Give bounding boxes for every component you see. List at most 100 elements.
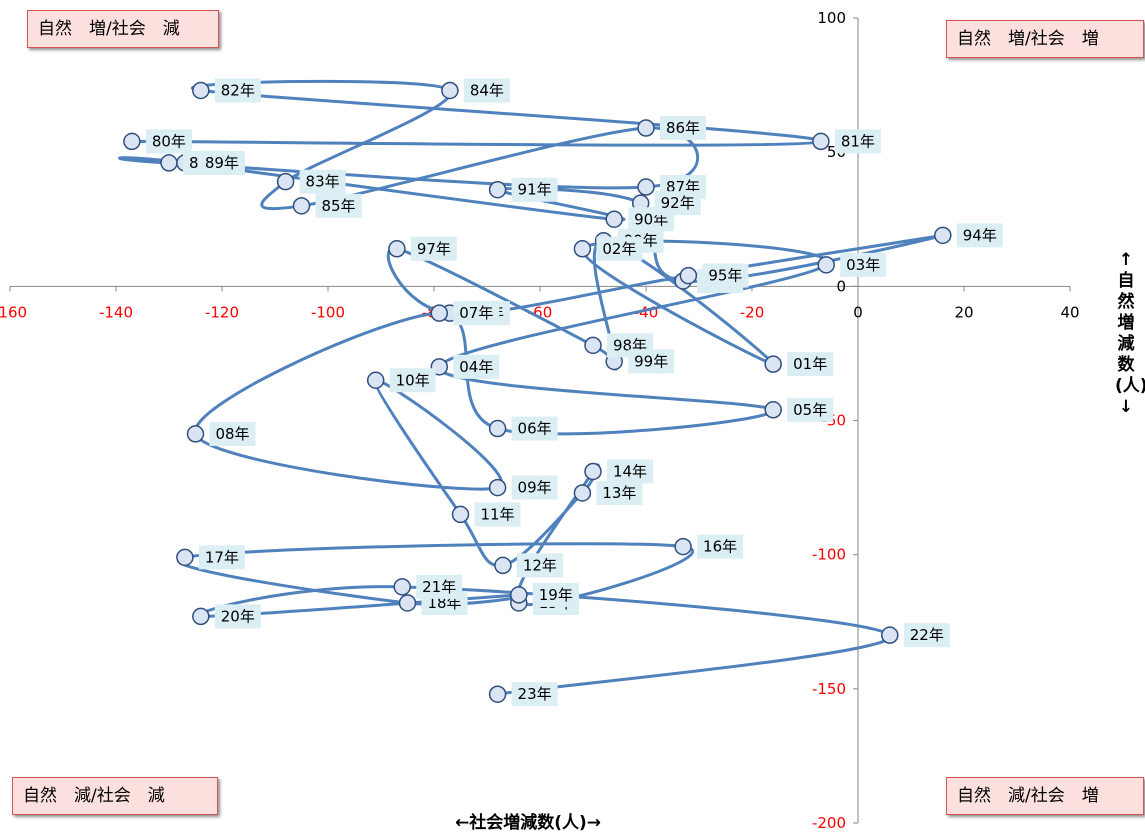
x-tick-label: -100	[311, 303, 345, 321]
data-point-label: 84年	[470, 81, 504, 99]
data-point-marker	[817, 256, 835, 274]
data-label-background	[596, 480, 643, 505]
quadrant-label-bottom-right: 自然 減/社会 増	[946, 777, 1144, 815]
data-point-marker	[674, 537, 692, 556]
data-label-background	[654, 191, 701, 216]
data-point-label: 17年	[205, 548, 239, 566]
data-point-marker	[430, 304, 449, 322]
data-point-label: 12年	[523, 556, 557, 574]
y-tick-label: -150	[812, 680, 846, 698]
data-point-marker	[934, 226, 952, 245]
data-label-background	[389, 368, 436, 393]
data-point-marker	[605, 210, 623, 228]
data-point-marker	[292, 197, 311, 215]
data-label-background	[628, 349, 675, 374]
data-label-background	[834, 129, 881, 154]
data-point-label: 97年	[417, 240, 451, 258]
data-point-marker	[584, 336, 602, 355]
data-label-background	[840, 252, 887, 277]
data-point-marker	[186, 425, 205, 443]
data-label-background	[453, 354, 500, 379]
data-point-label: 91年	[518, 181, 552, 199]
data-point-marker	[488, 180, 507, 199]
data-label-background	[214, 78, 261, 103]
data-label-background	[198, 150, 245, 175]
data-label-background	[463, 78, 510, 103]
data-point-label: 86年	[666, 119, 700, 137]
data-point-marker	[488, 478, 507, 497]
data-label-background	[702, 263, 749, 288]
data-label-background	[511, 416, 558, 441]
data-label-background	[532, 582, 579, 607]
data-point-label: 16年	[703, 538, 737, 556]
data-label-background	[787, 352, 834, 377]
data-label-background	[607, 459, 653, 484]
data-label-background	[453, 301, 500, 326]
data-point-label: 03年	[846, 256, 880, 274]
data-label-background	[787, 397, 834, 422]
data-label-background	[511, 177, 558, 202]
data-point-marker	[398, 594, 417, 612]
y-tick-label: 100	[817, 9, 846, 27]
data-point-marker	[276, 172, 295, 191]
data-point-marker	[812, 132, 830, 151]
data-point-label: 01年	[793, 355, 827, 373]
data-label-background	[697, 534, 744, 559]
data-point-label: 20年	[221, 607, 255, 625]
data-point-marker	[881, 626, 899, 644]
data-point-label: 04年	[459, 358, 493, 376]
x-tick-label: -120	[205, 303, 239, 321]
data-point-label: 06年	[518, 420, 552, 438]
data-label-background	[903, 623, 950, 648]
data-point-marker	[393, 578, 411, 596]
data-label-background	[214, 604, 261, 629]
data-point-marker	[488, 685, 507, 703]
data-label-background	[511, 682, 558, 707]
x-tick-label: 20	[954, 303, 973, 321]
data-label-background	[516, 553, 563, 578]
data-point-label: 07年	[459, 304, 493, 322]
data-point-label: 89年	[205, 154, 239, 172]
data-point-marker	[764, 401, 782, 419]
x-tick-label: 40	[1060, 303, 1079, 321]
data-point-marker	[679, 266, 698, 285]
data-point-label: 85年	[321, 197, 355, 215]
data-label-background	[596, 236, 643, 261]
data-point-label: 02年	[602, 240, 636, 258]
y-tick-label: 0	[836, 277, 846, 295]
data-label-background	[416, 574, 463, 599]
data-point-label: 99年	[634, 352, 668, 370]
data-point-label: 10年	[396, 371, 430, 389]
data-label-background	[956, 223, 1003, 248]
data-point-marker	[637, 178, 655, 196]
data-point-label: 05年	[793, 401, 827, 419]
data-point-label: 83年	[306, 173, 340, 191]
data-point-marker	[176, 548, 194, 567]
data-point-marker	[388, 240, 406, 258]
y-axis-title: ↑自然増減数(人)↓	[1115, 250, 1145, 417]
data-point-label: 14年	[613, 462, 647, 480]
data-point-label: 19年	[539, 586, 573, 604]
data-point-label: 95年	[708, 267, 742, 285]
data-point-marker	[451, 505, 470, 524]
data-point-marker	[160, 154, 178, 172]
x-tick-label: -20	[740, 303, 765, 321]
data-point-label: 21年	[422, 578, 456, 596]
data-point-marker	[488, 419, 507, 438]
quadrant-label-top-left: 自然 増/社会 減	[27, 10, 219, 48]
data-point-marker	[510, 586, 528, 604]
x-axis-title: ←社会増減数(人)→	[455, 813, 602, 833]
data-point-label: 82年	[221, 81, 255, 99]
data-point-marker	[123, 132, 141, 151]
data-label-background	[299, 169, 346, 194]
data-label-background	[315, 193, 362, 218]
x-tick-label: 0	[853, 303, 863, 321]
data-point-label: 08年	[215, 425, 249, 443]
data-point-marker	[584, 462, 602, 481]
data-point-label: 22年	[910, 626, 944, 644]
quadrant-label-top-right: 自然 増/社会 増	[946, 20, 1144, 58]
data-point-marker	[494, 556, 512, 575]
data-point-label: 13年	[602, 484, 636, 502]
data-point-label: 94年	[963, 226, 997, 244]
